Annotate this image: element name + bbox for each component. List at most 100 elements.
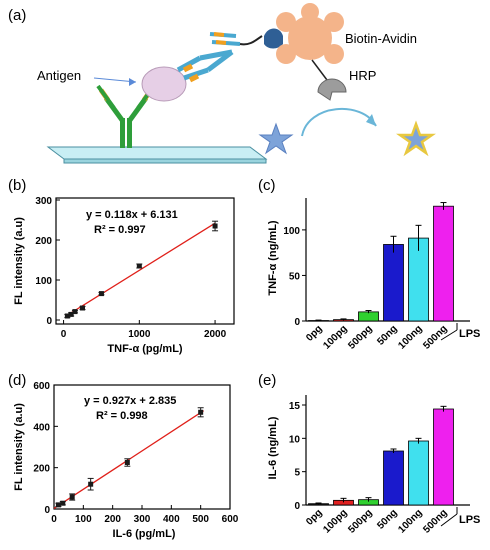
data-point bbox=[80, 305, 86, 311]
product-star-icon bbox=[396, 120, 436, 157]
panel-b-label: (b) bbox=[8, 177, 26, 194]
reaction-arrow bbox=[301, 107, 377, 137]
y-ticks-c: 0 50 100 bbox=[283, 226, 306, 328]
y-tick-label: 400 bbox=[33, 422, 50, 433]
x-tick-label: 500pg bbox=[346, 323, 374, 351]
y-tick-label: 600 bbox=[33, 381, 50, 392]
y-tick-label: 0 bbox=[294, 501, 300, 512]
x-tick-label: 1000 bbox=[128, 329, 151, 340]
r2-d: R² = 0.998 bbox=[96, 410, 148, 422]
data-point bbox=[212, 223, 218, 229]
x-tick-label: 0 bbox=[61, 329, 67, 340]
substrate-edge bbox=[63, 158, 267, 164]
y-tick-label: 10 bbox=[289, 434, 301, 445]
points-d bbox=[55, 407, 204, 508]
panel-c-label: (c) bbox=[258, 177, 276, 194]
y-tick-label: 300 bbox=[35, 196, 52, 207]
data-point bbox=[198, 409, 204, 415]
x-tick-label: 100pg bbox=[321, 323, 349, 351]
biotin-icon bbox=[264, 28, 283, 49]
y-tick-label: 0 bbox=[46, 316, 52, 327]
x-axis-label-d: IL-6 (pg/mL) bbox=[113, 528, 176, 540]
capture-antibody-icon bbox=[96, 84, 156, 148]
data-point bbox=[136, 263, 142, 269]
y-tick-label: 0 bbox=[44, 505, 50, 516]
bar bbox=[433, 408, 454, 506]
x-tick-label: 0 bbox=[51, 514, 57, 525]
x-tick-label: 400 bbox=[163, 514, 180, 525]
x-ticks-b: 0 1000 2000 bbox=[61, 320, 227, 340]
lps-bracket-e bbox=[440, 513, 458, 527]
hrp-icon bbox=[317, 78, 347, 101]
y-tick-label: 100 bbox=[35, 276, 52, 287]
panel-a-label: (a) bbox=[8, 7, 26, 24]
data-point bbox=[88, 481, 94, 487]
biotin-avidin-label: Biotin-Avidin bbox=[345, 31, 417, 46]
data-point bbox=[98, 291, 104, 297]
y-tick-label: 100 bbox=[283, 226, 300, 237]
data-point bbox=[60, 500, 66, 506]
x-tick-label: 100pg bbox=[321, 507, 349, 535]
data-point bbox=[124, 460, 130, 465]
data-point bbox=[68, 311, 74, 317]
x-tick-label: 600 bbox=[222, 514, 239, 525]
x-axis-label-b: TNF-α (pg/mL) bbox=[107, 343, 183, 355]
lps-label-e: LPS bbox=[459, 514, 480, 526]
y-tick-label: 50 bbox=[289, 271, 301, 282]
x-ticks-d: 0 100 200 300 400 500 600 bbox=[51, 505, 239, 525]
bar bbox=[408, 440, 429, 506]
fit-line-d bbox=[53, 410, 204, 509]
x-tick-label: 100ng bbox=[396, 323, 424, 351]
y-ticks-b: 0 100 200 300 bbox=[35, 196, 60, 327]
y-axis-label-b: FL intensity (a.u) bbox=[13, 217, 25, 305]
x-tick-label: 0pg bbox=[304, 323, 324, 343]
substrate-top bbox=[46, 146, 268, 160]
data-point bbox=[64, 313, 70, 319]
y-ticks-e: 0 5 10 15 bbox=[289, 401, 306, 512]
data-point bbox=[72, 309, 78, 315]
points-b bbox=[64, 220, 219, 319]
r2-b: R² = 0.997 bbox=[94, 224, 146, 236]
equation-d: y = 0.927x + 2.835 bbox=[84, 395, 176, 407]
y-tick-label: 200 bbox=[33, 464, 50, 475]
data-point bbox=[69, 494, 75, 500]
bar bbox=[383, 244, 404, 322]
y-tick-label: 200 bbox=[35, 236, 52, 247]
panel-a-schematic: (a) Antigen bbox=[8, 3, 436, 164]
y-ticks-d: 0 200 400 600 bbox=[33, 381, 58, 516]
detection-antibody-icon bbox=[176, 32, 263, 83]
x-tick-label: 0pg bbox=[304, 507, 324, 527]
x-tick-label: 500pg bbox=[346, 507, 374, 535]
x-tick-label: 500ng bbox=[421, 507, 449, 535]
y-tick-label: 15 bbox=[289, 401, 301, 412]
lps-label-c: LPS bbox=[459, 328, 480, 340]
x-tick-label: 2000 bbox=[204, 329, 227, 340]
avidin-icon bbox=[276, 3, 344, 64]
y-tick-label: 0 bbox=[294, 317, 300, 328]
bar bbox=[383, 450, 404, 506]
x-tick-label: 200 bbox=[104, 514, 121, 525]
data-point bbox=[55, 502, 61, 508]
x-tick-label: 100 bbox=[75, 514, 92, 525]
panel-d-chart: (d) 0 200 400 600 0 100 200 300 400 500 600 y = 0… bbox=[8, 372, 239, 540]
reaction-arrowhead-icon bbox=[366, 114, 376, 126]
y-axis-label-d: FL intensity (a.u) bbox=[13, 403, 25, 491]
fit-line-b bbox=[67, 222, 216, 316]
panel-b-chart: (b) 0 100 200 300 0 1000 2000 y = 0.118x + 6.… bbox=[8, 177, 235, 355]
y-axis-label-c: TNF-α (ng/mL) bbox=[267, 220, 279, 296]
antigen-icon bbox=[141, 66, 187, 102]
lps-bracket-c bbox=[440, 329, 458, 341]
substrate-star-icon bbox=[258, 122, 294, 155]
bar bbox=[433, 205, 454, 322]
x-tick-label: 100ng bbox=[396, 507, 424, 535]
antigen-label: Antigen bbox=[37, 68, 81, 83]
plot-frame-b bbox=[55, 197, 235, 325]
x-tick-label: 500 bbox=[192, 514, 209, 525]
y-tick-label: 5 bbox=[294, 468, 300, 479]
x-tick-label: 300 bbox=[134, 514, 151, 525]
